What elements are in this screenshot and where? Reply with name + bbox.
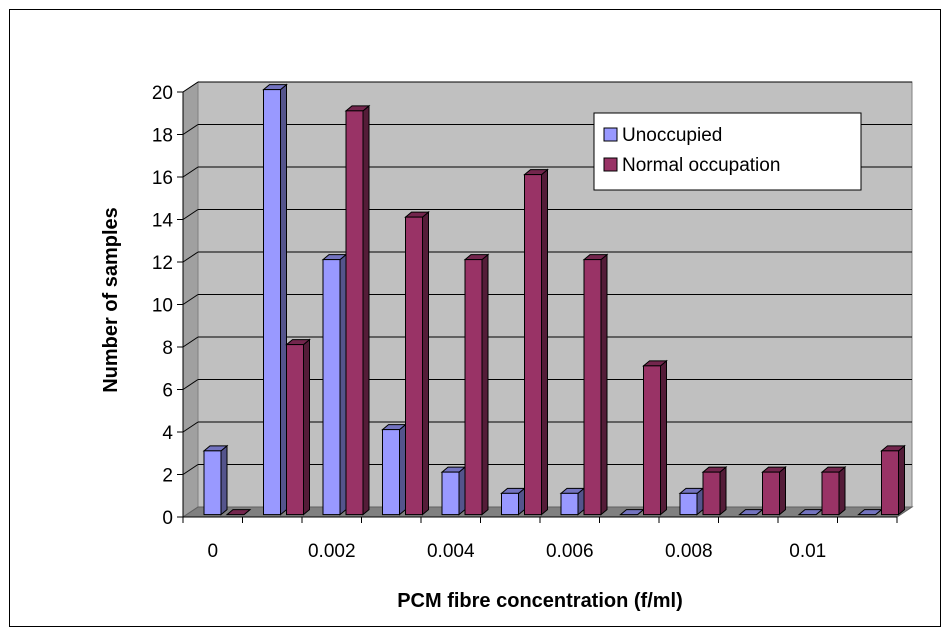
y-tick-label: 2 (162, 466, 173, 487)
bar-front (762, 471, 780, 516)
bar-front (286, 344, 304, 516)
gridline-depth (182, 81, 199, 93)
y-tick-label: 16 (152, 168, 173, 189)
bar-side (838, 466, 846, 516)
bar-side (339, 253, 347, 516)
bar-normal-occupation-0.009 (761, 466, 787, 516)
x-tick-label: 0 (207, 541, 218, 562)
bar-front (501, 492, 519, 516)
bar-front (560, 492, 579, 516)
bar-side (399, 423, 406, 516)
bar-front (583, 259, 602, 516)
bar-side (220, 444, 228, 516)
bar-normal-occupation-0.002 (344, 104, 371, 516)
bar-normal-occupation-0.011 (880, 444, 906, 516)
legend-label-unoccupied: Unoccupied (622, 125, 722, 146)
x-tick-labels: 0 0.002 0.004 0.006 0.008 0.01 (207, 541, 826, 562)
gridline-depth (182, 209, 199, 220)
y-tick-label: 6 (162, 381, 173, 402)
bar-front (821, 471, 840, 516)
bar-side (541, 168, 548, 516)
bar-unoccupied-0.003 (381, 423, 407, 516)
bar-normal-occupation-0.003 (404, 211, 430, 516)
y-tick-label: 10 (152, 296, 173, 317)
x-tick-label: 0.002 (308, 541, 356, 562)
gridline-depth (182, 379, 199, 390)
bar-unoccupied-0.006 (559, 487, 586, 516)
bar-side (422, 211, 429, 516)
bar-normal-occupation-0.004 (463, 253, 490, 516)
gridline-depth (182, 336, 199, 348)
bar-normal-occupation-0.006 (582, 253, 609, 516)
y-tick-label: 12 (152, 253, 173, 274)
bar-normal-occupation-0.01 (820, 466, 847, 516)
legend-label-normal-occupation: Normal occupation (622, 155, 780, 176)
legend: Unoccupied Normal occupation (593, 112, 862, 191)
x-axis-title: PCM fibre concentration (f/ml) (397, 590, 683, 612)
y-tick-label: 14 (152, 211, 174, 232)
bar-side (660, 359, 667, 516)
bar-front (464, 259, 483, 516)
bar-side (898, 444, 905, 516)
bar-front (405, 216, 423, 516)
gridline-depth (182, 166, 199, 178)
bar-front (679, 492, 698, 516)
bar-unoccupied-0.004 (440, 466, 467, 516)
bar-side (481, 253, 489, 516)
y-tick-labels: 0 2 4 6 8 10 12 14 16 18 20 (152, 83, 174, 529)
bar-normal-occupation-0 (225, 509, 252, 516)
bar-side (719, 466, 727, 516)
gridline-depth (182, 421, 199, 433)
bar-front (263, 89, 281, 516)
gridline-depth (182, 251, 199, 263)
bar-side (779, 466, 786, 516)
bar-side (362, 104, 370, 516)
bar-normal-occupation-0.007 (642, 359, 668, 516)
y-tick-label: 20 (152, 83, 173, 104)
x-tick-label: 0.004 (427, 541, 475, 562)
x-tick-label: 0.01 (789, 541, 826, 562)
x-tick-label: 0.006 (546, 541, 594, 562)
y-tick-label: 8 (162, 338, 173, 359)
bar-normal-occupation-0.001 (285, 338, 311, 516)
bar-unoccupied-0.008 (678, 487, 705, 516)
gridline-depth (182, 464, 199, 475)
bar-unoccupied-0.001 (262, 83, 288, 516)
y-tick-label: 4 (162, 423, 173, 444)
bar-front (203, 450, 222, 516)
bar-front (643, 365, 661, 516)
bar-side (458, 466, 466, 516)
bars (202, 83, 906, 516)
bar-unoccupied-0.005 (500, 487, 526, 516)
bar-top (225, 509, 252, 516)
y-tick-label: 18 (152, 126, 173, 147)
bar-front (702, 471, 721, 516)
bar-front (524, 174, 542, 516)
bar-front (345, 110, 364, 516)
gridline-depth (182, 124, 199, 135)
bar-side (303, 338, 310, 516)
bar-unoccupied-0.002 (321, 253, 348, 516)
bar-unoccupied-0 (202, 444, 229, 516)
bar-front (382, 429, 400, 516)
bar-side (280, 83, 287, 516)
legend-swatch-normal-occupation (603, 157, 618, 172)
x-tick-label: 0.008 (665, 541, 713, 562)
gridline-depth (182, 294, 199, 305)
bar-side (600, 253, 608, 516)
axes (177, 91, 898, 523)
legend-swatch-unoccupied (603, 127, 618, 142)
bar-front (322, 259, 341, 516)
y-tick-label: 0 (162, 508, 173, 529)
bar-front (441, 471, 460, 516)
y-axis-title: Number of samples (100, 207, 122, 393)
bar-normal-occupation-0.005 (523, 168, 549, 516)
bar-front (881, 450, 899, 516)
bar-normal-occupation-0.008 (701, 466, 728, 516)
legend-box (593, 112, 862, 191)
